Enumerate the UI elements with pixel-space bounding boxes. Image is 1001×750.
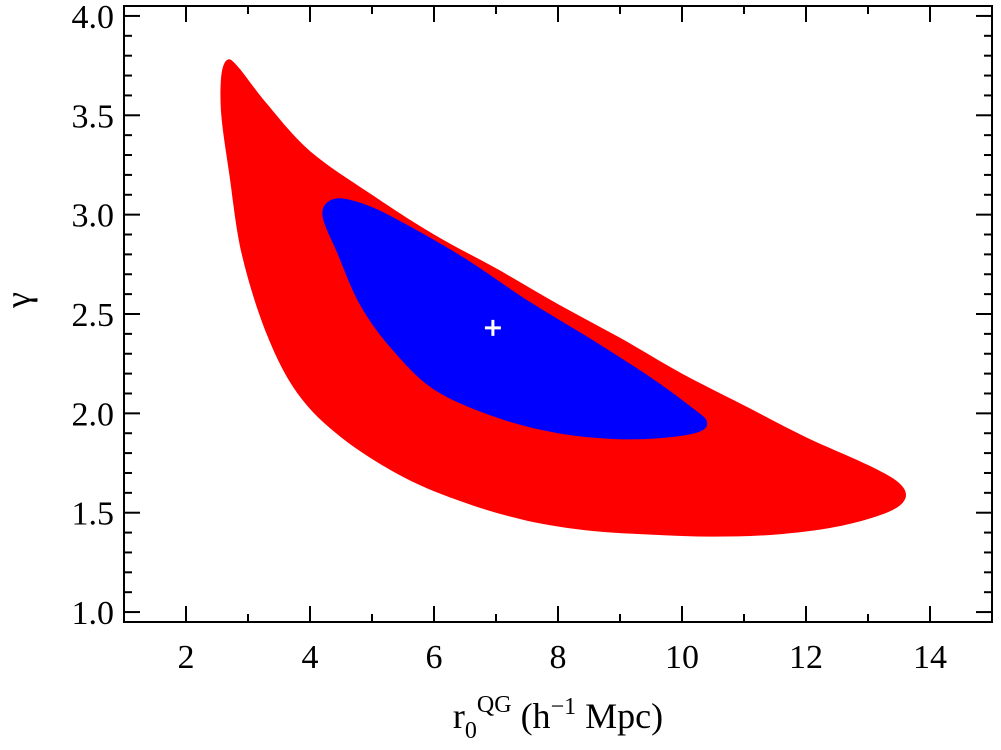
x-tick-label: 2 — [178, 639, 195, 676]
x-tick-label: 10 — [665, 639, 699, 676]
x-axis-title-unit-close: Mpc) — [576, 696, 663, 736]
tick-labels: 2 4 6 8 10 12 14 1.0 1.5 2.0 2.5 3.0 3.5 4.0 — [72, 0, 948, 676]
x-tick-label: 6 — [426, 639, 443, 676]
y-tick-label: 3.5 — [72, 98, 115, 135]
x-tick-label: 14 — [913, 639, 947, 676]
best-fit-marker — [484, 319, 501, 336]
best-fit-layer — [484, 319, 501, 336]
y-tick-label: 2.5 — [72, 297, 115, 334]
x-tick-label: 8 — [550, 639, 567, 676]
confidence-contours — [220, 59, 906, 537]
x-axis-title-unit-open: (h — [512, 696, 551, 736]
x-tick-label: 4 — [302, 639, 319, 676]
contour-region-2 — [322, 198, 708, 440]
x-axis-title-main: r — [453, 696, 465, 736]
y-axis-title: γ — [0, 292, 38, 309]
y-tick-label: 2.0 — [72, 396, 115, 433]
x-axis-title-sup: QG — [477, 692, 512, 718]
x-axis-title-unit-sup: −1 — [551, 694, 577, 720]
x-axis-title: r0QG (h−1 Mpc) — [453, 692, 663, 744]
x-tick-label: 12 — [789, 639, 823, 676]
y-tick-label: 3.0 — [72, 198, 115, 235]
x-axis-title-sub: 0 — [465, 718, 477, 744]
y-tick-label: 4.0 — [72, 0, 115, 36]
y-tick-label: 1.5 — [72, 496, 115, 533]
y-tick-label: 1.0 — [72, 595, 115, 632]
contour-region-1 — [220, 59, 906, 537]
axis-ticks — [123, 6, 993, 622]
